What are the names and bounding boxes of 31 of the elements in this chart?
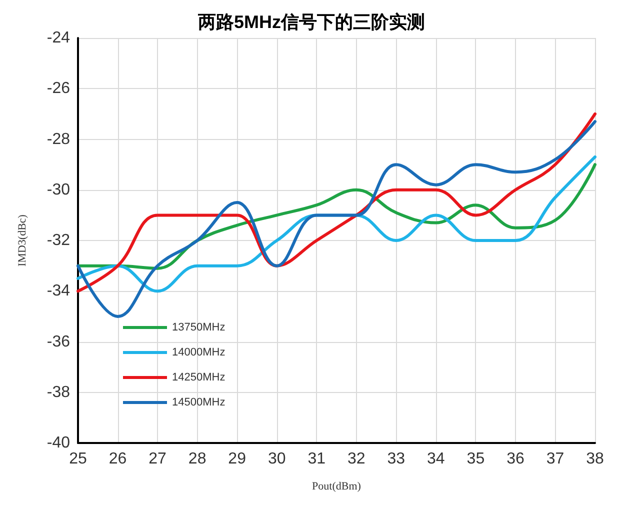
y-tick-label: -26 — [46, 80, 70, 98]
x-tick-label: 36 — [506, 450, 524, 468]
legend-label: 14250MHz — [172, 372, 226, 384]
x-tick-label: 33 — [387, 450, 406, 468]
legend-label: 13750MHz — [172, 322, 226, 334]
x-tick-label: 25 — [69, 450, 87, 468]
chart-title: 两路5MHz信号下的三阶实测 — [196, 12, 426, 32]
x-tick-label: 27 — [148, 450, 167, 468]
x-tick-label: 37 — [546, 450, 564, 468]
y-tick-label: -38 — [46, 384, 70, 401]
y-tick-label: -34 — [46, 282, 70, 300]
legend-label: 14000MHz — [172, 346, 226, 358]
y-tick-label: -32 — [46, 232, 70, 249]
legend-label: 14500MHz — [172, 396, 226, 408]
x-tick-label: 30 — [268, 450, 286, 468]
x-tick-label: 29 — [228, 450, 246, 468]
y-tick-label: -24 — [46, 30, 70, 46]
y-tick-label: -30 — [46, 181, 70, 198]
x-axis-title: Pout(dBm) — [312, 480, 362, 492]
x-tick-label: 38 — [586, 450, 604, 468]
x-tick-label: 26 — [108, 450, 127, 468]
x-tick-label: 32 — [347, 450, 366, 468]
y-tick-label: -28 — [46, 130, 70, 148]
y-tick-label: -40 — [46, 434, 70, 452]
y-tick-label: -36 — [46, 333, 70, 350]
x-tick-label: 31 — [308, 450, 326, 468]
x-tick-label: 34 — [427, 450, 445, 468]
line-series — [76, 120, 596, 318]
y-axis-title: IMD3(dBc) — [16, 214, 28, 266]
x-tick-label: 28 — [188, 450, 206, 468]
x-tick-label: 35 — [466, 450, 485, 468]
